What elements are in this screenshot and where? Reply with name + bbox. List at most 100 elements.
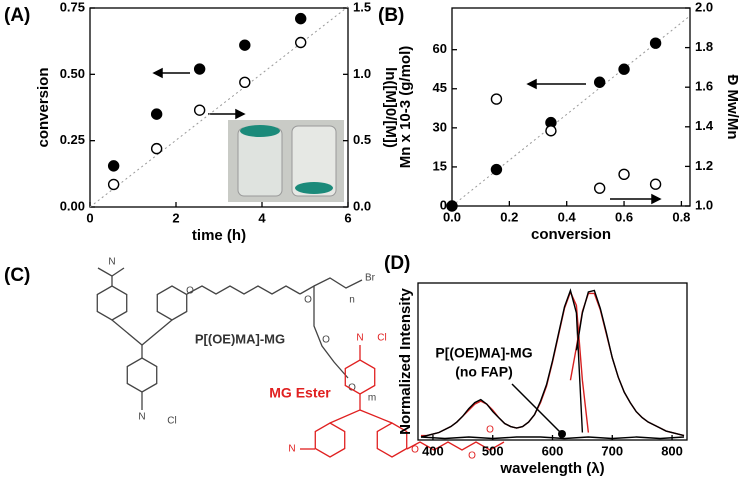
x-tick-label: 800: [661, 443, 683, 458]
trend-line: [451, 15, 691, 207]
bond: [329, 394, 361, 424]
x-tick-label: 600: [542, 443, 564, 458]
atom-label: O: [411, 445, 419, 456]
chemical-structures: (C) N O Brn O O Om N Cl P[(OE)MA]-MG N Cl N O O O MG Est…: [4, 257, 505, 462]
data-point: [239, 39, 251, 51]
ring: [376, 422, 408, 458]
x-tick-label: 700: [601, 443, 623, 458]
data-point: [649, 178, 662, 190]
bond: [97, 267, 113, 286]
y-tick-label: 60: [433, 41, 447, 56]
data-point: [593, 76, 606, 88]
data-point: [490, 93, 503, 105]
data-point: [239, 76, 251, 88]
atom-label: Cl: [377, 333, 386, 344]
x-tick-label: 2: [172, 210, 179, 225]
data-point: [107, 160, 120, 172]
atom-label: O: [468, 451, 476, 462]
y-tick-label: 15: [433, 158, 447, 173]
panel-label: (B): [378, 5, 404, 26]
atom-label: N: [356, 333, 363, 344]
ring: [126, 357, 158, 393]
atom-label: O: [186, 286, 194, 297]
x-tick-label: 400: [422, 443, 444, 458]
y2-tick-label: 0.5: [353, 132, 371, 147]
y2-tick-label: 1.4: [695, 118, 714, 133]
x-tick-label: 0.4: [558, 209, 577, 224]
data-point: [107, 178, 120, 191]
atom-label: O: [348, 383, 356, 394]
vial-photo: [228, 120, 344, 202]
data-point: [193, 63, 206, 75]
ring: [156, 285, 188, 321]
y-tick-label: 45: [433, 80, 447, 95]
y2-tick-label: 1.0: [695, 197, 713, 212]
x-axis-title: wavelength (λ): [499, 460, 604, 477]
y-tick-label: 0: [440, 197, 447, 212]
y2-axis-title: Đ Mw/Mn: [724, 75, 741, 140]
y2-tick-label: 1.8: [695, 39, 713, 54]
bond: [111, 319, 173, 346]
plot-frame: [451, 7, 691, 207]
atom-label: Br: [365, 273, 376, 284]
arrows: [152, 67, 662, 205]
bond: [186, 285, 301, 295]
atom-label: n: [349, 295, 355, 306]
y-axis-title: conversion: [35, 67, 52, 147]
x-tick-label: 0.0: [443, 209, 461, 224]
y-tick-label: 0.75: [60, 0, 85, 14]
panel-label: (D): [384, 253, 410, 274]
spectrum-line: [575, 289, 685, 437]
atom-label: Cl: [167, 416, 176, 427]
annotation-pointer: [511, 383, 563, 435]
x-tick-label: 4: [258, 210, 266, 225]
data-point: [545, 125, 557, 137]
bond: [406, 441, 505, 451]
y-tick-label: 0.25: [60, 132, 85, 147]
spectrum-line: [569, 292, 685, 437]
data-point: [593, 182, 606, 194]
panel-label: (C): [4, 265, 30, 286]
atom-label: m: [368, 393, 376, 404]
x-axis-title: conversion: [531, 226, 611, 243]
annotation-dot: [558, 430, 566, 438]
atom-label: O: [322, 335, 330, 346]
atom-label: O: [304, 295, 312, 306]
atom-label: N: [108, 257, 115, 268]
atom-label: N: [138, 412, 145, 423]
ester-name: MG Ester: [269, 385, 331, 401]
y-tick-label: 0.50: [60, 66, 85, 81]
bond: [359, 409, 393, 424]
plot-frame: [89, 7, 349, 208]
panel-label: (A): [4, 5, 30, 26]
data-point: [295, 12, 307, 25]
y-tick-label: 0.00: [60, 198, 85, 213]
y2-tick-label: 1.2: [695, 158, 713, 173]
x-tick-label: 0.8: [672, 209, 690, 224]
y2-axis-title: ln([M]0/[M]): [382, 67, 399, 148]
y2-tick-label: 1.0: [353, 66, 371, 81]
data-point: [150, 142, 163, 155]
x-tick-label: 6: [344, 210, 351, 225]
y2-tick-label: 1.5: [353, 0, 371, 14]
data-point: [618, 168, 630, 181]
y-axis-title: Mn x 10-3 (g/mol): [397, 46, 414, 169]
x-tick-label: 500: [482, 443, 504, 458]
data-point: [150, 108, 163, 120]
data-point: [193, 104, 206, 116]
y2-tick-label: 1.6: [695, 79, 713, 94]
data-point: [618, 63, 630, 75]
atom-label: O: [486, 425, 494, 436]
ring: [314, 422, 346, 458]
x-tick-label: 0.6: [615, 209, 633, 224]
annotation: (no FAP): [455, 364, 513, 380]
x-axis-title: time (h): [192, 227, 246, 244]
ring: [96, 285, 128, 321]
atom-label: N: [288, 444, 295, 455]
data-point: [295, 36, 307, 49]
y2-tick-label: 0.0: [353, 198, 371, 213]
y-tick-label: 30: [433, 119, 447, 134]
data-point: [446, 200, 458, 212]
data-point: [490, 163, 503, 176]
